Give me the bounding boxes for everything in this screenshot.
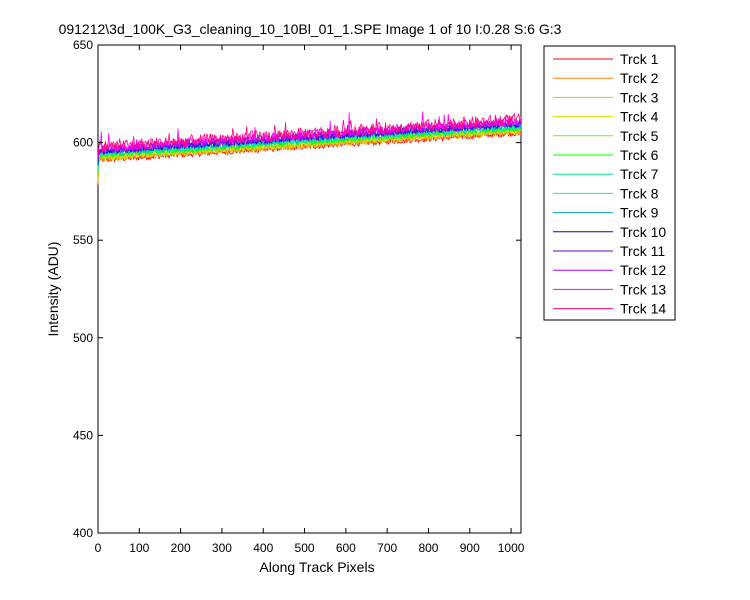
x-tick-label: 100: [129, 541, 149, 555]
legend-label: Trck 5: [620, 128, 659, 144]
tick-layer: 0 100 200 300 400 500 600 700 800 900 1000 400 450 50…: [73, 38, 525, 555]
x-tick-label: 500: [295, 541, 315, 555]
x-tick-label: 800: [418, 541, 438, 555]
x-tick-label: 200: [171, 541, 191, 555]
legend-label: Trck 8: [620, 185, 659, 201]
legend-label: Trck 6: [620, 147, 659, 163]
y-tick-label: 650: [73, 38, 93, 52]
legend-label: Trck 14: [620, 301, 666, 317]
y-tick-label: 500: [73, 331, 93, 345]
chart-title: 091212\3d_100K_G3_cleaning_10_10Bl_01_1.…: [59, 21, 562, 37]
x-tick-label: 700: [377, 541, 397, 555]
y-axis-label: Intensity (ADU): [45, 242, 61, 337]
legend-label: Trck 1: [620, 51, 659, 67]
x-tick-label: 300: [212, 541, 232, 555]
legend-label: Trck 4: [620, 109, 659, 125]
y-tick-label: 550: [73, 233, 93, 247]
legend-label: Trck 7: [620, 166, 659, 182]
y-tick-label: 600: [73, 136, 93, 150]
legend-label: Trck 9: [620, 205, 659, 221]
x-tick-label: 400: [253, 541, 273, 555]
legend-label: Trck 11: [620, 243, 665, 259]
legend-items: Trck 1 Trck 2 Trck 3 Trck 4 Trck 5 Trck 6 Trck…: [553, 51, 666, 317]
legend-label: Trck 3: [620, 89, 659, 105]
x-axis-label: Along Track Pixels: [259, 559, 374, 575]
legend-label: Trck 13: [620, 281, 666, 297]
y-tick-label: 400: [73, 526, 93, 540]
legend-label: Trck 10: [620, 224, 666, 240]
x-tick-label: 0: [95, 541, 102, 555]
legend-label: Trck 12: [620, 262, 666, 278]
series-line-14: [97, 112, 522, 156]
series-line-1: [97, 128, 522, 186]
x-tick-label: 900: [460, 541, 480, 555]
y-tick-label: 450: [73, 428, 93, 442]
legend-box: [543, 45, 676, 321]
x-tick-label: 600: [336, 541, 356, 555]
series-layer: [97, 111, 522, 186]
x-tick-label: 1000: [498, 541, 525, 555]
plot-area: 0 100 200 300 400 500 600 700 800 900 1000 400 450 50…: [73, 38, 525, 555]
axes-frame: [97, 44, 522, 534]
legend: Trck 1 Trck 2 Trck 3 Trck 4 Trck 5 Trck 6 Trck…: [543, 45, 676, 321]
legend-label: Trck 2: [620, 70, 659, 86]
